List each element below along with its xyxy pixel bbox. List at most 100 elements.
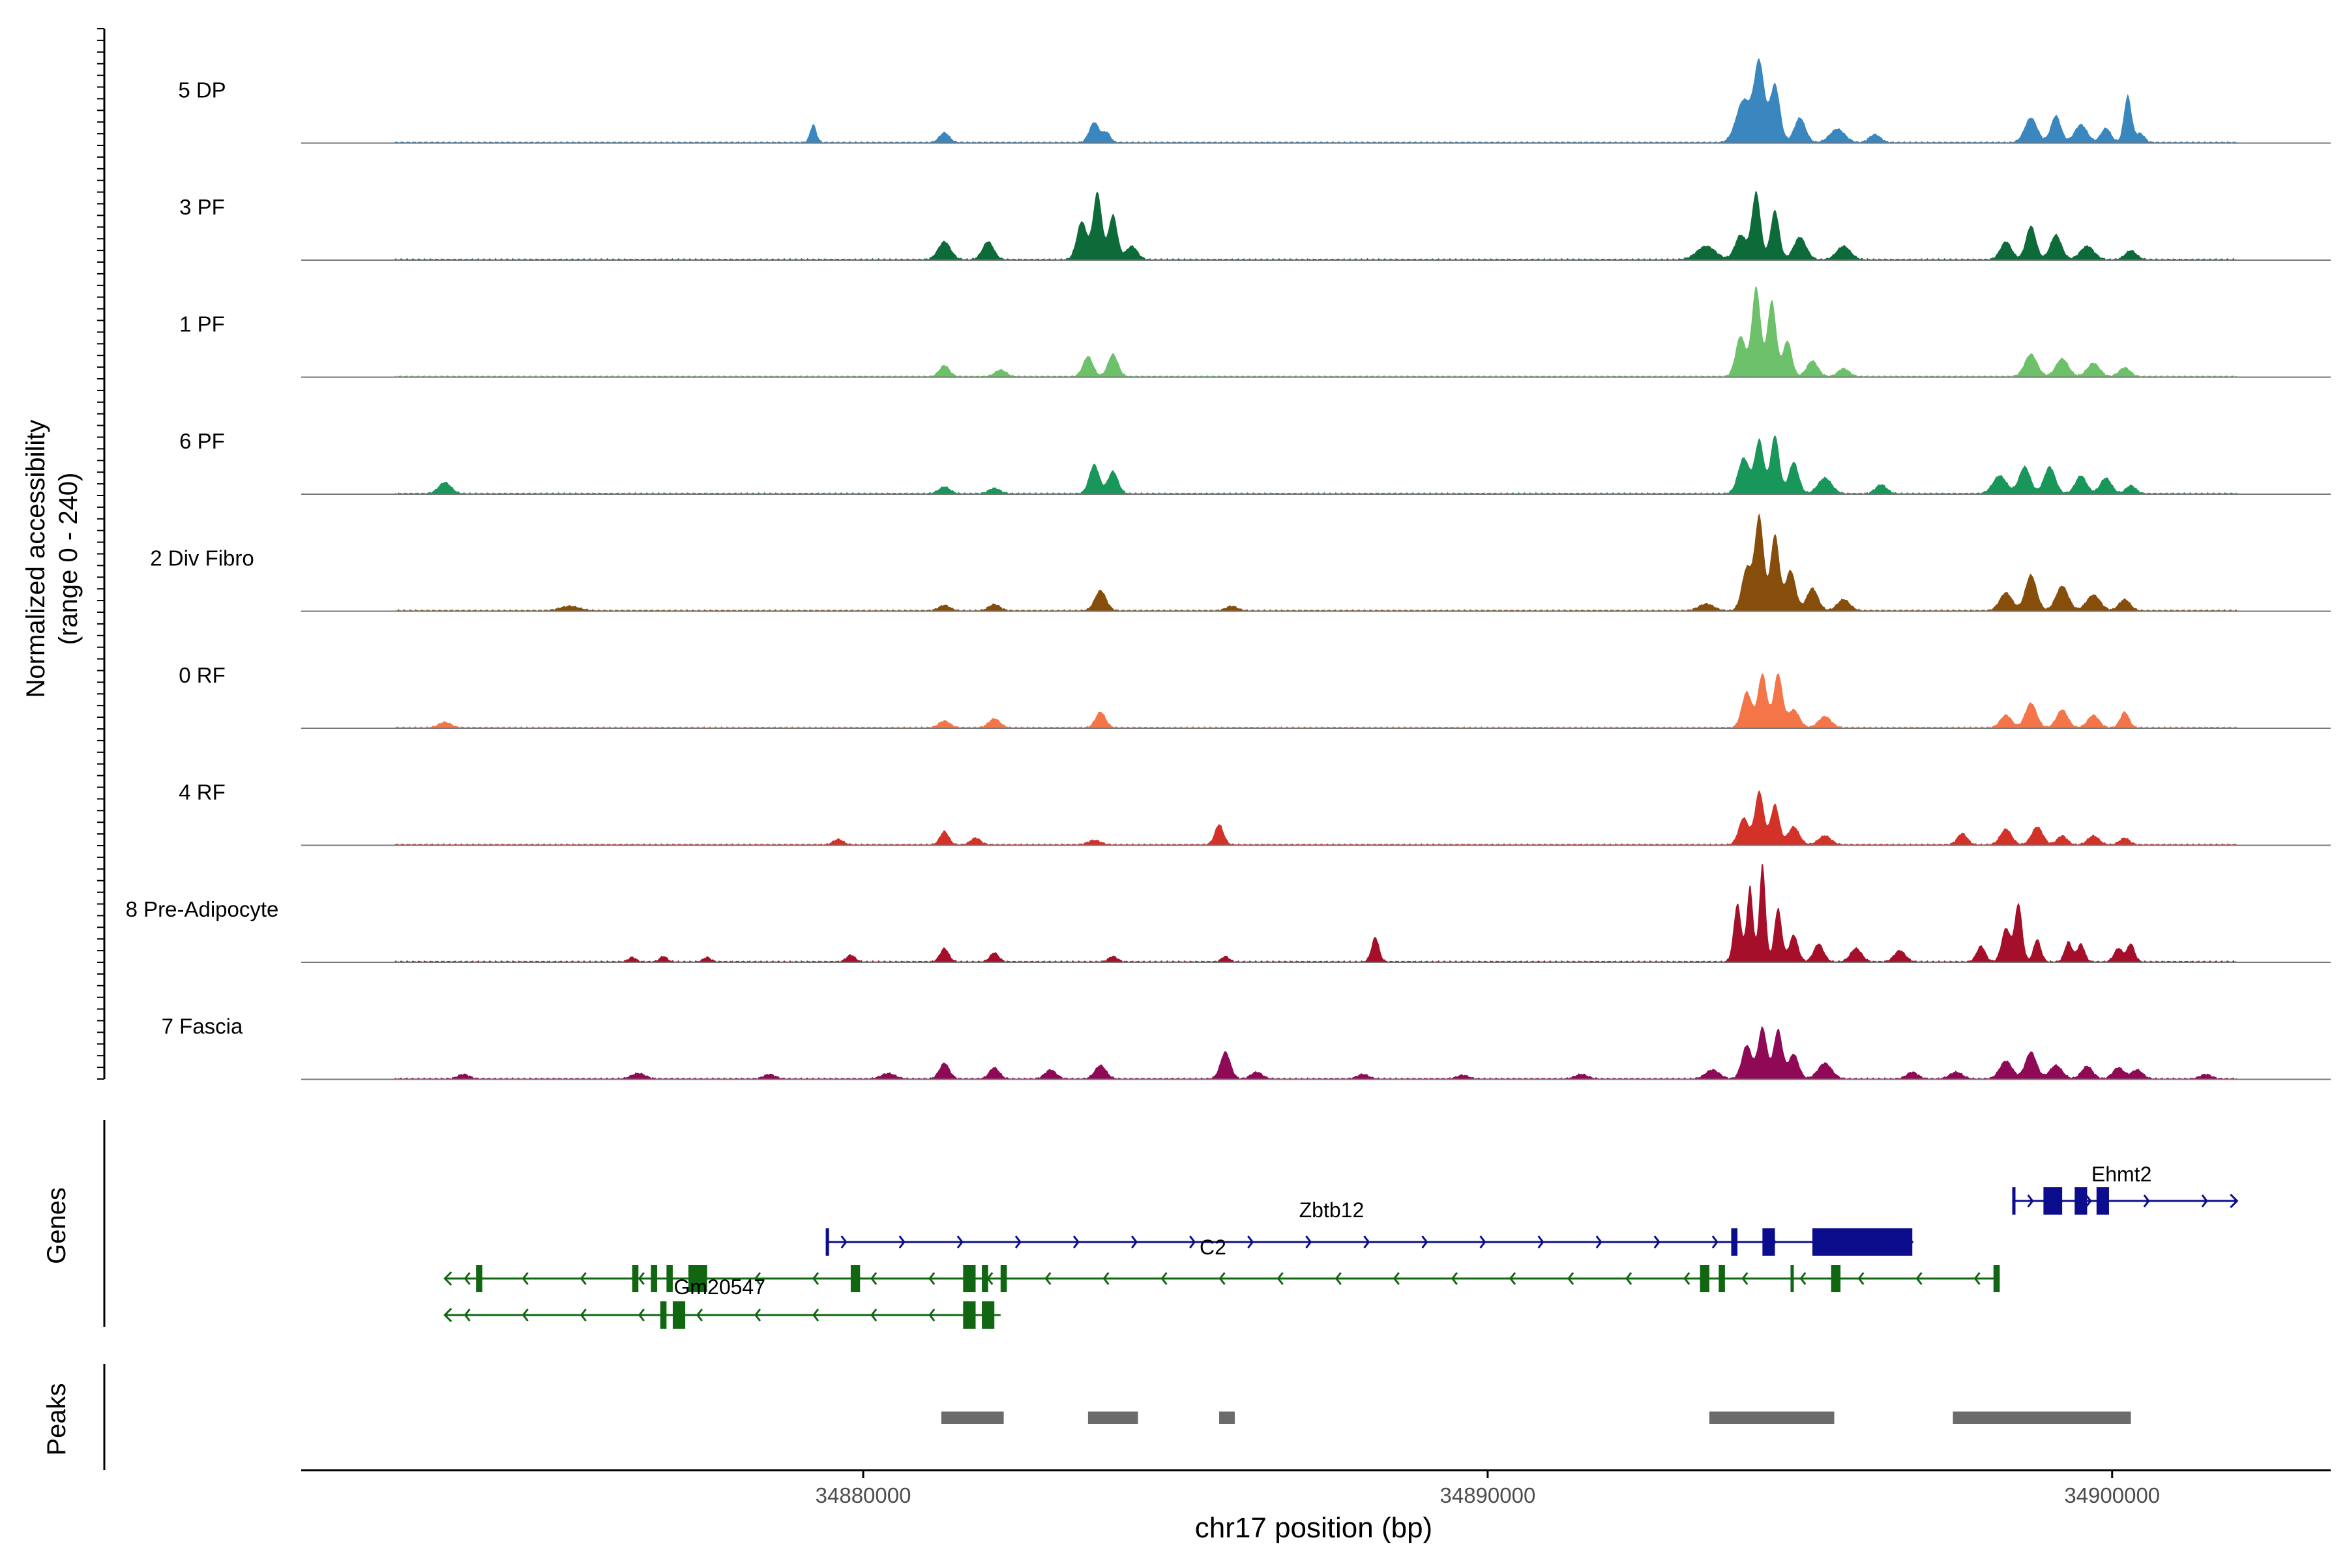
exon [2043, 1187, 2063, 1215]
x-axis-label: chr17 position (bp) [1195, 1512, 1432, 1544]
strand-arrow [1567, 1272, 1574, 1285]
strand-arrow [1625, 1272, 1632, 1285]
exon [666, 1265, 673, 1292]
track-2: 3 PF [179, 190, 2331, 261]
exon [1993, 1265, 2000, 1292]
exon [1000, 1265, 1007, 1292]
strand-arrow [1741, 1272, 1749, 1285]
strand-arrow [522, 1272, 529, 1285]
strand-arrow [1799, 1272, 1807, 1285]
y-axis-label-line2: (range 0 - 240) [54, 473, 83, 645]
track-label: 1 PF [179, 312, 225, 336]
strand-arrow [754, 1309, 761, 1322]
strand-arrow [1509, 1272, 1516, 1285]
x-tick-label: 34880000 [816, 1483, 911, 1507]
gene-label: Gm20547 [673, 1275, 765, 1299]
exon [1700, 1265, 1709, 1292]
exon [982, 1301, 995, 1329]
strand-arrow [1393, 1272, 1400, 1285]
exon [651, 1265, 657, 1292]
strand-arrow [2143, 1194, 2150, 1207]
track-label: 7 Fascia [162, 1014, 243, 1039]
exon [1731, 1228, 1738, 1256]
strand-arrow [2027, 1194, 2034, 1207]
strand-arrow [1102, 1272, 1110, 1285]
exon [2074, 1187, 2088, 1215]
track-6: 0 RF [179, 663, 2331, 729]
strand-arrow [1653, 1235, 1661, 1249]
exon [1762, 1228, 1775, 1256]
strand-arrow [1335, 1272, 1342, 1285]
strand-arrow [1160, 1272, 1168, 1285]
track-label: 0 RF [179, 663, 226, 687]
strand-arrow [580, 1272, 587, 1285]
strand-arrow [1189, 1235, 1196, 1249]
exon [476, 1265, 482, 1292]
track-3: 1 PF [179, 286, 2331, 378]
coverage-area [394, 58, 2237, 143]
track-label: 2 Div Fibro [150, 546, 254, 570]
coverage-tracks: 5 DP 3 PF 1 PF 6 PF 2 Div Fibro 0 RF 4 RF 8 Pre… [126, 58, 2331, 1080]
coverage-area [394, 286, 2237, 377]
coverage-area [394, 673, 2237, 728]
strand-arrow-end [443, 1271, 452, 1286]
exon [850, 1265, 861, 1292]
gene-gm20547 [443, 1301, 1001, 1329]
strand-arrow [1247, 1235, 1254, 1249]
coverage-area [394, 435, 2237, 494]
x-axis: chr17 position (bp) 34880000 34890000 3490… [301, 1469, 2331, 1544]
gene-label: Zbtb12 [1299, 1198, 1365, 1222]
strand-arrow [928, 1309, 936, 1322]
strand-arrow [870, 1309, 878, 1322]
y-axis: Normalized accessibility (range 0 - 240) [22, 28, 106, 1080]
exon [2012, 1187, 2016, 1215]
peaks-panel: Peaks [42, 1364, 2131, 1470]
strand-arrow [580, 1309, 587, 1322]
gene-label: C2 [1200, 1235, 1226, 1259]
strand-arrow [1305, 1235, 1312, 1249]
strand-arrow-end [2230, 1193, 2239, 1209]
strand-arrow [638, 1272, 645, 1285]
track-label: 3 PF [179, 195, 225, 219]
exon [825, 1228, 829, 1256]
strand-arrow [464, 1272, 471, 1285]
coverage-area [394, 790, 2237, 846]
exon [963, 1265, 976, 1292]
track-label: 5 DP [178, 78, 226, 102]
exon [1719, 1265, 1725, 1292]
track-label: 6 PF [179, 429, 225, 453]
gene-zbtb12 [825, 1228, 1914, 1256]
strand-arrow [1130, 1235, 1138, 1249]
exon [672, 1301, 686, 1329]
track-9: 7 Fascia [162, 1014, 2331, 1080]
peaks-panel-label: Peaks [42, 1383, 71, 1455]
coverage-area [394, 190, 2237, 260]
peak-region [1953, 1412, 2131, 1424]
track-8: 8 Pre-Adipocyte [126, 864, 2331, 963]
track-5: 2 Div Fibro [150, 513, 2331, 612]
strand-arrow [2201, 1194, 2208, 1207]
peak-region [941, 1412, 1004, 1424]
track-7: 4 RF [179, 780, 2331, 846]
track-label: 8 Pre-Adipocyte [126, 897, 279, 921]
strand-arrow [1683, 1272, 1690, 1285]
strand-arrow [754, 1272, 761, 1285]
strand-arrow [1218, 1272, 1226, 1285]
track-1: 5 DP [178, 58, 2331, 144]
gene-c2 [443, 1265, 2000, 1292]
strand-arrow [870, 1272, 878, 1285]
strand-arrow [812, 1309, 819, 1322]
gene-ehmt2 [2012, 1187, 2239, 1215]
strand-arrow [1363, 1235, 1370, 1249]
exon [982, 1265, 988, 1292]
strand-arrow [956, 1235, 964, 1249]
strand-arrow [1451, 1272, 1458, 1285]
exon [1790, 1265, 1794, 1292]
strand-arrow [1421, 1235, 1428, 1249]
peak-region [1219, 1412, 1235, 1424]
strand-arrow [1595, 1235, 1602, 1249]
strand-arrow [2085, 1194, 2092, 1207]
strand-arrow [812, 1272, 819, 1285]
